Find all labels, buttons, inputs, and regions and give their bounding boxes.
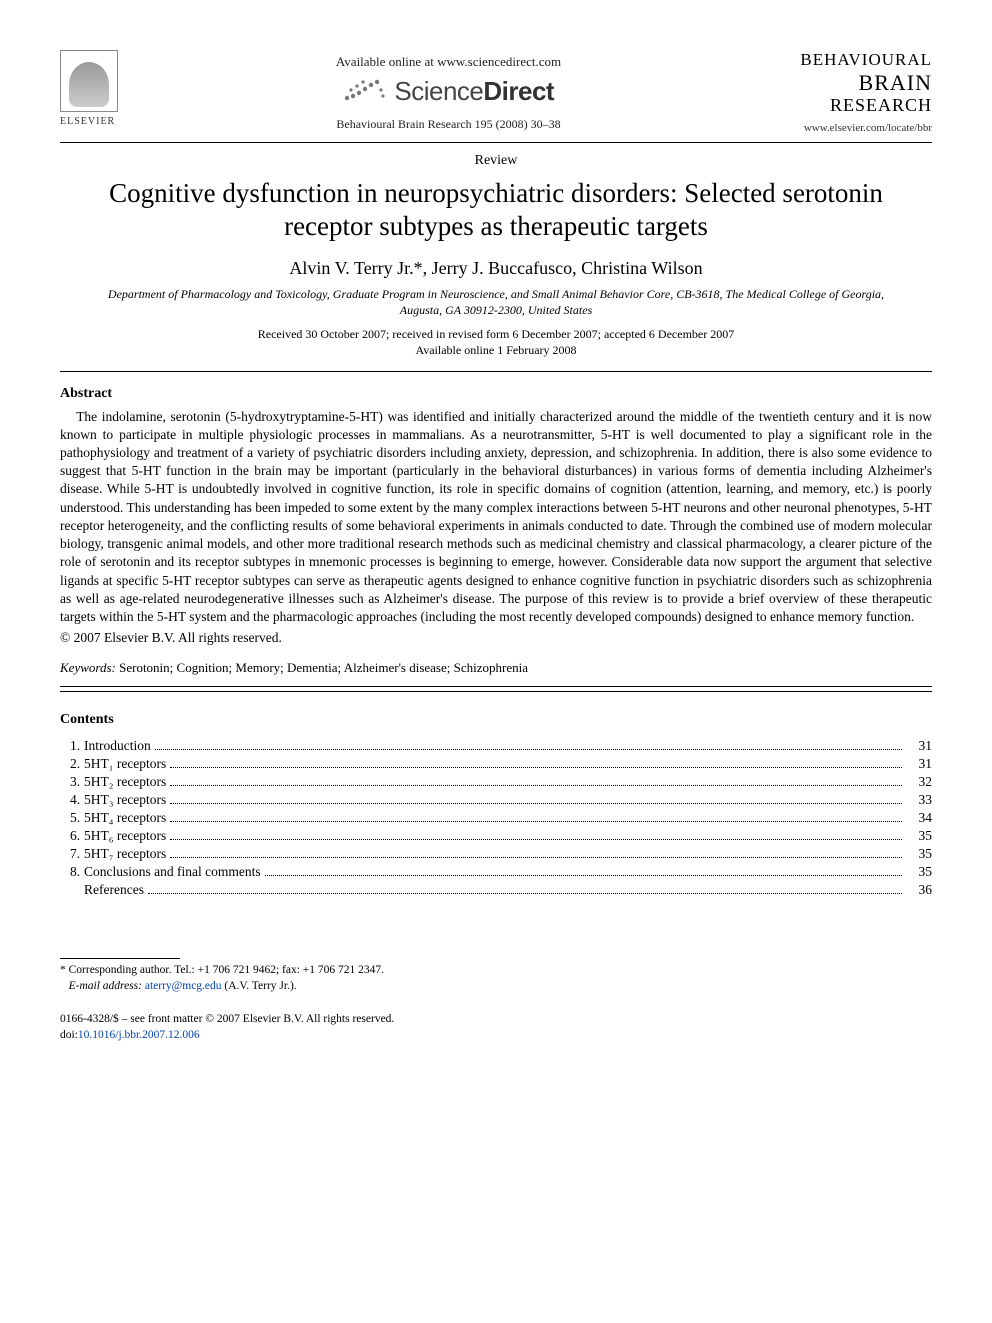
header-center: Available online at www.sciencedirect.co… bbox=[135, 50, 762, 132]
corresponding-line: * Corresponding author. Tel.: +1 706 721… bbox=[60, 964, 384, 976]
toc-page: 31 bbox=[906, 756, 932, 772]
publisher-logo-block: ELSEVIER bbox=[60, 50, 135, 127]
toc-page: 36 bbox=[906, 882, 932, 898]
article-type: Review bbox=[60, 153, 932, 169]
article-title: Cognitive dysfunction in neuropsychiatri… bbox=[100, 177, 892, 245]
elsevier-tree-icon bbox=[60, 50, 118, 112]
available-online-line: Available online at www.sciencedirect.co… bbox=[135, 54, 762, 70]
toc-label: 5HT₇ receptors bbox=[84, 846, 166, 862]
contents-heading: Contents bbox=[60, 712, 932, 728]
toc-leader-dots bbox=[170, 839, 902, 840]
toc-page: 31 bbox=[906, 738, 932, 754]
rule-above-abstract bbox=[60, 371, 932, 372]
toc-label: 5HT₃ receptors bbox=[84, 792, 166, 808]
toc-label: 5HT₆ receptors bbox=[84, 828, 166, 844]
top-rule bbox=[60, 142, 932, 143]
toc-label: Introduction bbox=[84, 738, 151, 754]
keywords-line: Keywords: Serotonin; Cognition; Memory; … bbox=[60, 660, 932, 676]
doi-label: doi: bbox=[60, 1029, 78, 1041]
toc-number: 4. bbox=[60, 792, 84, 808]
footnote-rule bbox=[60, 958, 180, 959]
toc-number: 5. bbox=[60, 810, 84, 826]
toc-row[interactable]: 4.5HT₃ receptors 33 bbox=[60, 792, 932, 808]
toc-number: 8. bbox=[60, 864, 84, 880]
dates-received: Received 30 October 2007; received in re… bbox=[258, 327, 734, 341]
toc-label: Conclusions and final comments bbox=[84, 864, 261, 880]
toc-leader-dots bbox=[170, 857, 902, 858]
journal-title-block: BEHAVIOURAL BRAIN RESEARCH www.elsevier.… bbox=[762, 50, 932, 134]
affiliation: Department of Pharmacology and Toxicolog… bbox=[100, 287, 892, 318]
toc-label: 5HT₄ receptors bbox=[84, 810, 166, 826]
keywords-list: Serotonin; Cognition; Memory; Dementia; … bbox=[119, 660, 528, 675]
abstract-body: The indolamine, serotonin (5-hydroxytryp… bbox=[60, 408, 932, 627]
toc-page: 33 bbox=[906, 792, 932, 808]
toc-row[interactable]: 5.5HT₄ receptors 34 bbox=[60, 810, 932, 826]
dates-online: Available online 1 February 2008 bbox=[415, 343, 576, 357]
toc-label: References bbox=[84, 882, 144, 898]
journal-title-line1: BEHAVIOURAL bbox=[762, 50, 932, 70]
abstract-heading: Abstract bbox=[60, 386, 932, 402]
toc-page: 35 bbox=[906, 846, 932, 862]
article-dates: Received 30 October 2007; received in re… bbox=[60, 326, 932, 358]
keywords-label: Keywords: bbox=[60, 660, 116, 675]
toc-page: 35 bbox=[906, 864, 932, 880]
toc-label: 5HT₁ receptors bbox=[84, 756, 166, 772]
journal-title-line3: RESEARCH bbox=[762, 95, 932, 116]
toc-number: 2. bbox=[60, 756, 84, 772]
sciencedirect-logo: ScienceDirect bbox=[135, 76, 762, 107]
toc-leader-dots bbox=[170, 803, 902, 804]
toc-leader-dots bbox=[155, 749, 902, 750]
toc-row[interactable]: References 36 bbox=[60, 882, 932, 898]
toc-leader-dots bbox=[170, 821, 902, 822]
toc-row[interactable]: 8.Conclusions and final comments 35 bbox=[60, 864, 932, 880]
toc-number: 3. bbox=[60, 774, 84, 790]
journal-url: www.elsevier.com/locate/bbr bbox=[762, 122, 932, 134]
toc-leader-dots bbox=[148, 893, 902, 894]
rule-below-keywords-2 bbox=[60, 691, 932, 692]
toc-number: 1. bbox=[60, 738, 84, 754]
masthead: ELSEVIER Available online at www.science… bbox=[60, 50, 932, 134]
table-of-contents: 1.Introduction 31 2.5HT₁ receptors 31 3.5HT₂… bbox=[60, 738, 932, 898]
toc-row[interactable]: 1.Introduction 31 bbox=[60, 738, 932, 754]
footer-block: 0166-4328/$ – see front matter © 2007 El… bbox=[60, 1012, 932, 1043]
toc-leader-dots bbox=[170, 767, 902, 768]
publisher-name: ELSEVIER bbox=[60, 116, 135, 127]
toc-page: 32 bbox=[906, 774, 932, 790]
journal-reference: Behavioural Brain Research 195 (2008) 30… bbox=[135, 117, 762, 132]
corresponding-author-footnote: * Corresponding author. Tel.: +1 706 721… bbox=[60, 963, 932, 994]
author-list: Alvin V. Terry Jr.*, Jerry J. Buccafusco… bbox=[60, 258, 932, 279]
toc-row[interactable]: 3.5HT₂ receptors 32 bbox=[60, 774, 932, 790]
sciencedirect-wordmark: ScienceDirect bbox=[394, 76, 554, 106]
toc-row[interactable]: 7.5HT₇ receptors 35 bbox=[60, 846, 932, 862]
toc-number: 6. bbox=[60, 828, 84, 844]
toc-label: 5HT₂ receptors bbox=[84, 774, 166, 790]
toc-page: 34 bbox=[906, 810, 932, 826]
email-suffix: (A.V. Terry Jr.). bbox=[224, 980, 296, 992]
toc-row[interactable]: 6.5HT₆ receptors 35 bbox=[60, 828, 932, 844]
toc-page: 35 bbox=[906, 828, 932, 844]
toc-number: 7. bbox=[60, 846, 84, 862]
front-matter-line: 0166-4328/$ – see front matter © 2007 El… bbox=[60, 1013, 394, 1025]
toc-leader-dots bbox=[170, 785, 902, 786]
sciencedirect-dots-icon bbox=[343, 76, 387, 102]
journal-title-line2: BRAIN bbox=[762, 70, 932, 95]
corresponding-email-link[interactable]: aterry@mcg.edu bbox=[145, 980, 222, 992]
toc-row[interactable]: 2.5HT₁ receptors 31 bbox=[60, 756, 932, 772]
abstract-copyright: © 2007 Elsevier B.V. All rights reserved… bbox=[60, 630, 932, 646]
email-label: E-mail address: bbox=[69, 980, 142, 992]
toc-leader-dots bbox=[265, 875, 902, 876]
doi-link[interactable]: 10.1016/j.bbr.2007.12.006 bbox=[78, 1029, 200, 1041]
